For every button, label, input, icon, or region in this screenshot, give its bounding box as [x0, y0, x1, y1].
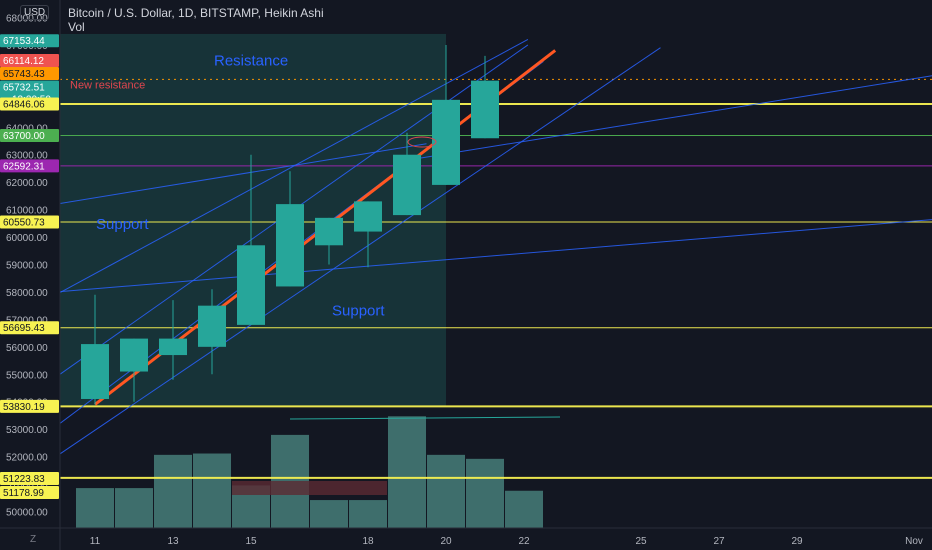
trend-line — [60, 219, 932, 293]
price-label-tag — [0, 215, 59, 229]
resistance-label: Resistance — [214, 53, 288, 70]
candle-body — [159, 338, 187, 356]
y-tick-label: 53000.00 — [6, 425, 48, 436]
price-label-tag — [0, 486, 59, 499]
volume-bar — [310, 500, 348, 528]
volume-bar — [193, 453, 231, 528]
x-tick-label: Nov — [905, 536, 923, 547]
candle-body — [471, 80, 499, 139]
candle-body — [432, 99, 460, 185]
volume-bar — [154, 454, 192, 528]
price-label-text: 66114.12 — [3, 56, 44, 67]
highlight-ellipse — [407, 136, 437, 148]
price-label-text: 65743.43 — [3, 69, 45, 80]
price-label-tag — [0, 321, 59, 335]
trend-line — [60, 39, 529, 294]
x-tick-label: 11 — [90, 536, 101, 547]
volume-bar — [427, 454, 465, 528]
candle-body — [81, 344, 109, 399]
price-label-text: 63700.00 — [3, 131, 45, 142]
candle-body — [315, 217, 343, 246]
candle-body — [237, 245, 265, 325]
volume-bar — [466, 458, 504, 528]
x-tick-label: 20 — [440, 536, 452, 547]
candle-body — [393, 154, 421, 216]
y-tick-label: 52000.00 — [6, 453, 48, 464]
y-tick-label: 64000.00 — [6, 123, 48, 134]
price-label-text: 51178.99 — [3, 488, 44, 499]
volume-bar — [349, 500, 387, 528]
y-tick-label: 63000.00 — [6, 151, 48, 162]
volume-bar — [388, 416, 426, 528]
new-resistance-label: New resistance — [70, 79, 145, 91]
price-label-tag — [0, 399, 59, 413]
volume-bar-bear — [232, 481, 387, 495]
volume-indicator-label[interactable]: Vol — [68, 20, 85, 34]
price-label-text: 51223.83 — [3, 474, 45, 485]
y-tick-label: 51000.00 — [6, 480, 48, 491]
x-tick-label: 27 — [713, 536, 725, 547]
price-label-text: 64846.06 — [3, 100, 45, 111]
candle-body — [120, 338, 148, 372]
trend-line — [60, 47, 661, 455]
trend-line — [406, 75, 932, 161]
candle-body — [276, 204, 304, 287]
x-tick-label: 13 — [167, 536, 179, 547]
y-tick-label: 57000.00 — [6, 315, 48, 326]
y-tick-label: 55000.00 — [6, 370, 48, 381]
price-label-tag — [0, 159, 59, 173]
price-label-tag — [0, 97, 59, 111]
x-tick-label: 18 — [362, 536, 374, 547]
measure-line — [289, 416, 561, 420]
y-tick-label: 60000.00 — [6, 233, 48, 244]
price-label-text: 67153.44 — [3, 36, 45, 47]
y-tick-label: 62000.00 — [6, 178, 48, 189]
price-label-tag — [0, 34, 59, 48]
price-label-text: 65732.51 — [3, 83, 45, 94]
y-tick-label: 50000.00 — [6, 508, 48, 519]
y-tick-label: 58000.00 — [6, 288, 48, 299]
chart-title: Bitcoin / U.S. Dollar, 1D, BITSTAMP, Hei… — [68, 6, 324, 20]
currency-badge[interactable]: USD — [20, 5, 50, 20]
price-label-text: 60550.73 — [3, 217, 45, 228]
support-label-mid: Support — [332, 302, 385, 319]
price-label-tag — [0, 67, 59, 80]
plot-area: Resistance New resistance Support Support — [60, 33, 932, 528]
price-label-text: 53830.19 — [3, 402, 45, 413]
price-label-tag — [0, 54, 59, 67]
candle-body — [198, 305, 226, 347]
price-label-tag — [0, 129, 59, 143]
y-tick-label: 56000.00 — [6, 343, 48, 354]
y-tick-label: 61000.00 — [6, 206, 48, 217]
price-label-text: 56695.43 — [3, 323, 45, 334]
volume-bar — [505, 490, 543, 528]
price-label-text: 62592.31 — [3, 161, 45, 172]
y-tick-label: 59000.00 — [6, 261, 48, 272]
volume-bar — [115, 488, 153, 528]
x-tick-label: 29 — [791, 536, 803, 547]
x-tick-label: 22 — [518, 536, 530, 547]
x-tick-label: 15 — [245, 536, 257, 547]
candle-body — [354, 201, 382, 232]
volume-bar — [76, 488, 114, 528]
price-label-tag — [0, 472, 59, 485]
x-tick-label: 25 — [635, 536, 647, 547]
trend-line — [60, 143, 427, 204]
support-label-left: Support — [96, 216, 149, 233]
zoom-button[interactable]: Z — [30, 534, 37, 545]
